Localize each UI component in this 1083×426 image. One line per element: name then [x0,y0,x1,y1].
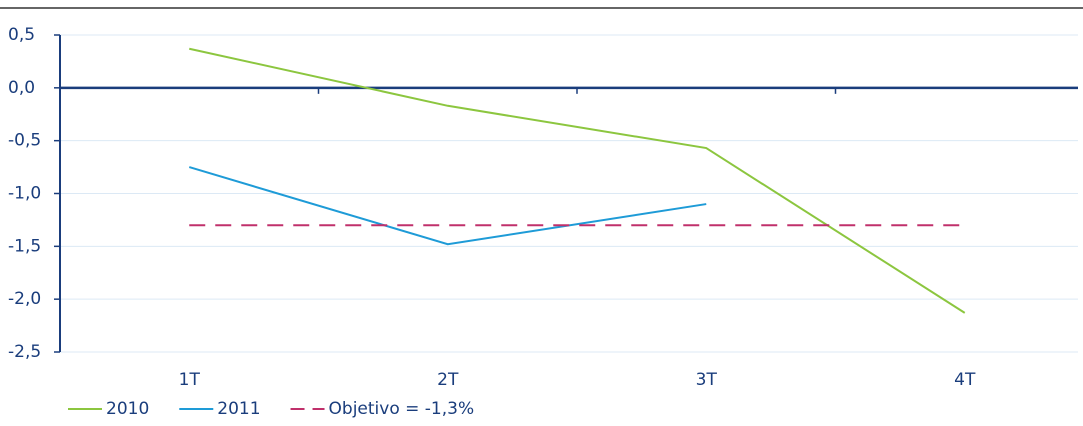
legend-label: 2011 [217,399,260,419]
y-tick-label: -2,5 [8,342,41,362]
legend-label: 2010 [106,399,149,419]
y-tick-label: -0,5 [8,131,41,151]
y-tick-label: 0,5 [8,25,35,45]
y-tick-label: -1,5 [8,236,41,256]
x-tick-label: 4T [954,370,976,390]
x-tick-label: 1T [179,370,201,390]
series-line [188,166,707,246]
y-tick-label: -1,0 [8,184,41,204]
y-tick-label: 0,0 [8,78,35,98]
series-line [189,47,966,314]
y-tick-label: -2,0 [8,289,41,309]
x-tick-label: 2T [437,370,459,390]
legend-label: Objetivo = -1,3% [329,399,475,419]
x-tick-label: 3T [696,370,718,390]
